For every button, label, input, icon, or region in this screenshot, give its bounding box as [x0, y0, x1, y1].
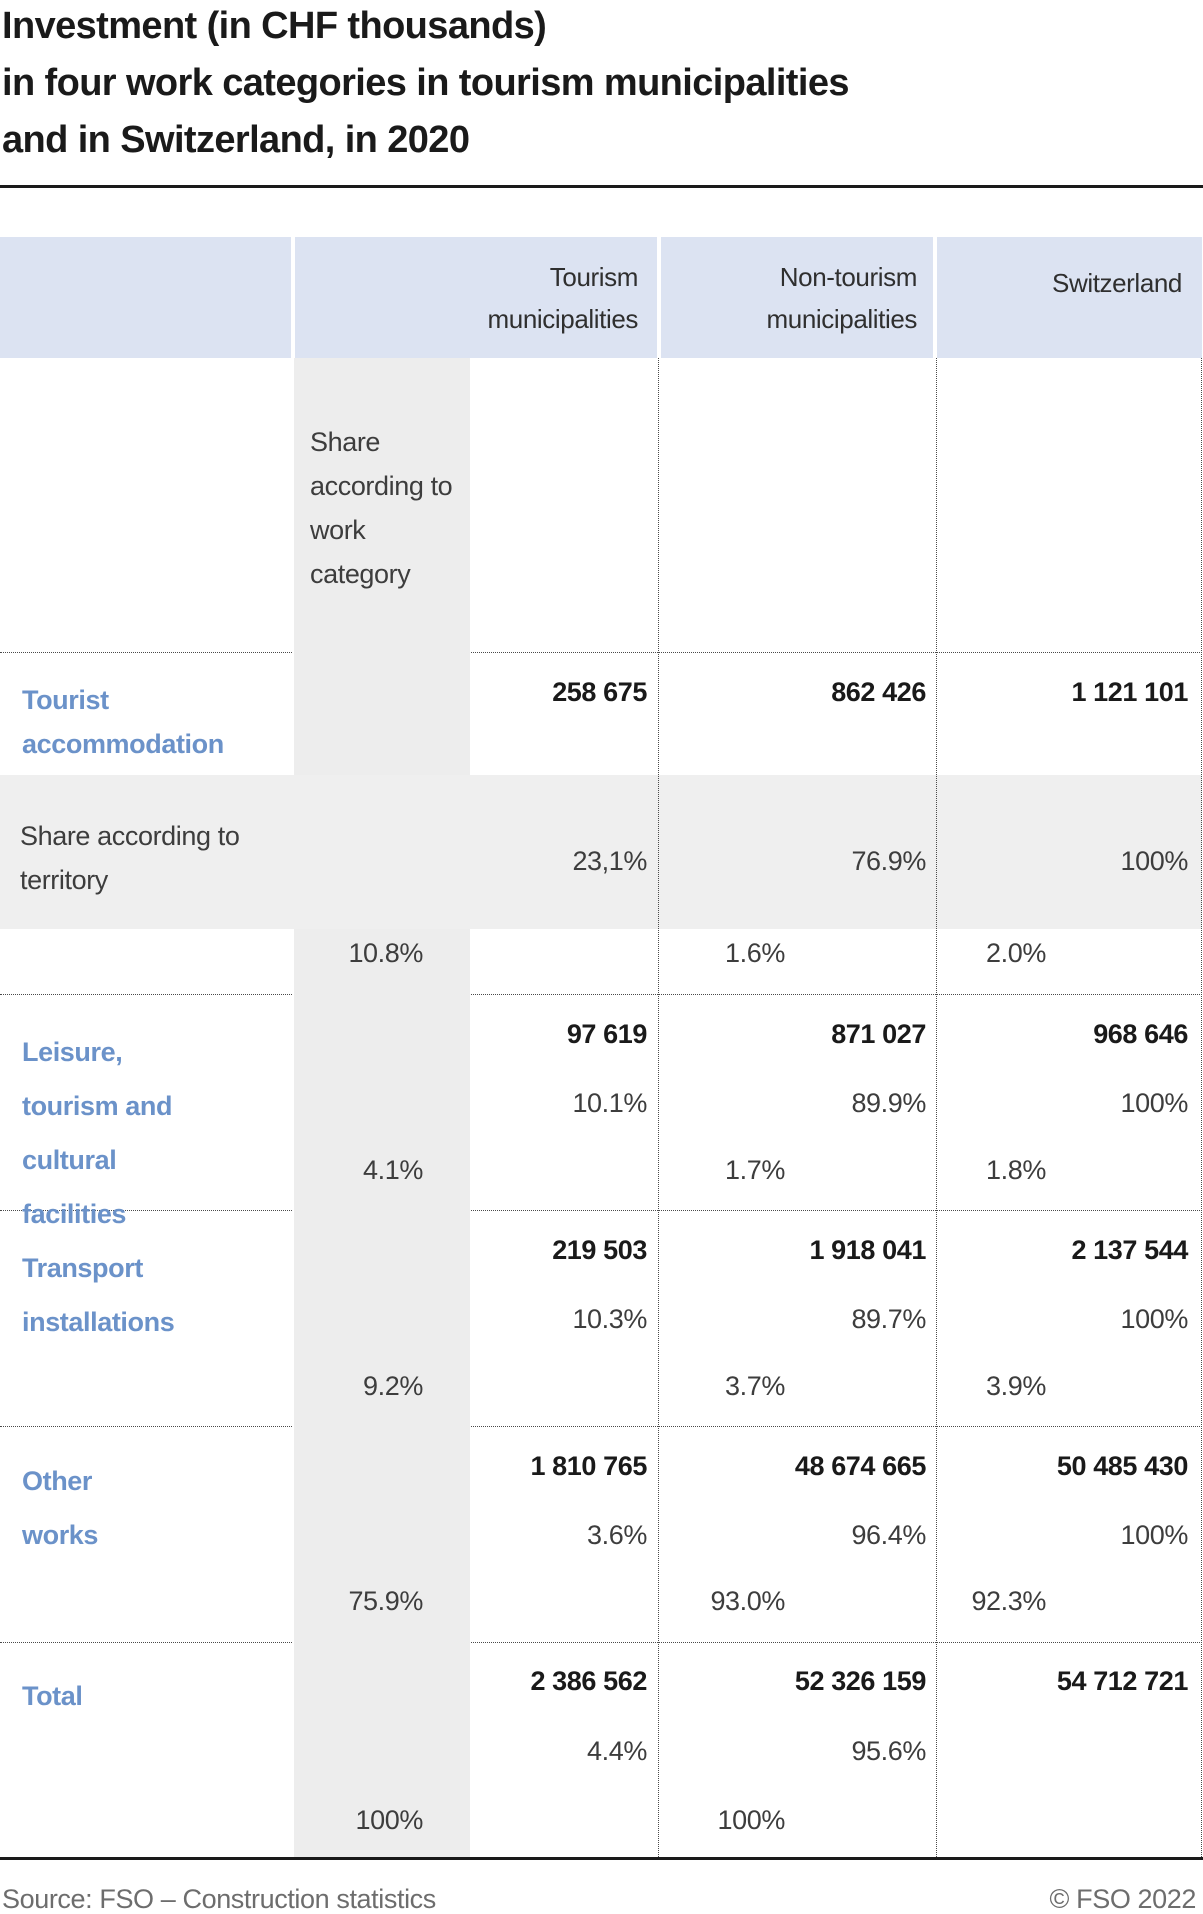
cell-tourist-accommodation-tourism-value: 258 675	[552, 677, 647, 707]
row-label-line: tourism and	[22, 1091, 173, 1121]
cell-total-non-tourism-value: 52 326 159	[794, 1666, 927, 1696]
table-bottom-rule	[0, 1857, 1203, 1860]
source-note: Source: FSO – Construction statistics	[2, 1884, 436, 1914]
cell-leisure-non-tourism-value: 871 027	[831, 1019, 926, 1049]
cell-other-works-non-tourism-workcat-share: 93.0%	[710, 1586, 785, 1616]
cell-transport-non-tourism-workcat-share: 3.7%	[725, 1371, 785, 1401]
column-header-tourism-municipalities: Tourism municipalities	[487, 262, 639, 334]
cell-other-works-tourism-workcat-share: 75.9%	[348, 1586, 423, 1616]
cell-other-works-tourism-value: 1 810 765	[530, 1451, 647, 1481]
row-label-line: facilities	[22, 1199, 127, 1229]
column-header-switzerland: Switzerland	[1052, 268, 1182, 298]
title-divider-rule	[0, 185, 1203, 188]
copyright-note: © FSO 2022	[1049, 1884, 1197, 1914]
cell-total-tourism-workcat-share: 100%	[355, 1805, 424, 1835]
cell-leisure-tourism-value: 97 619	[566, 1019, 648, 1049]
row-label-tourist-accommodation: Tourist accommodation	[22, 678, 224, 766]
row-separator-5-right	[471, 1642, 1202, 1643]
share-territory-row-background	[0, 775, 1202, 929]
cell-tourist-accommodation-non-tourism-value: 862 426	[831, 677, 926, 707]
row-label-line: Tourist	[22, 685, 109, 715]
row-label-line: works	[22, 1520, 99, 1550]
cell-transport-non-tourism-territory-share: 89.7%	[851, 1304, 926, 1334]
share-work-category-heading: Share according to work category	[310, 427, 453, 589]
cell-tourist-accommodation-non-tourism-territory-share: 76.9%	[851, 846, 926, 876]
row-separator-2-left	[0, 994, 292, 995]
row-label-leisure-tourism-cultural: Leisure, tourism and cultural facilities	[22, 1025, 173, 1241]
header-block-rowlabels	[0, 237, 291, 358]
cell-leisure-tourism-workcat-share: 4.1%	[363, 1155, 423, 1185]
row-label-line: installations	[22, 1307, 175, 1337]
row-separator-5-left	[0, 1642, 292, 1643]
cell-leisure-switzerland-workcat-share: 1.8%	[986, 1155, 1046, 1185]
header-block-tourism	[295, 237, 657, 358]
cell-transport-switzerland-value: 2 137 544	[1071, 1235, 1188, 1265]
row-separator-1-left	[0, 652, 292, 653]
cell-transport-tourism-workcat-share: 9.2%	[363, 1371, 423, 1401]
cell-other-works-switzerland-workcat-share: 92.3%	[971, 1586, 1046, 1616]
cell-leisure-non-tourism-workcat-share: 1.7%	[725, 1155, 785, 1185]
cell-tourist-accommodation-tourism-territory-share: 23,1%	[572, 846, 647, 876]
cell-tourist-accommodation-non-tourism-workcat-share: 1.6%	[725, 938, 785, 968]
cell-total-tourism-value: 2 386 562	[530, 1666, 647, 1696]
row-label-other-works: Other works	[22, 1454, 98, 1562]
cell-transport-switzerland-territory-share: 100%	[1120, 1304, 1189, 1334]
row-separator-4-right	[471, 1426, 1202, 1427]
row-separator-2-right	[471, 994, 1202, 995]
page-title-line-3: and in Switzerland, in 2020	[2, 119, 470, 161]
row-label-line: Total	[22, 1681, 83, 1711]
share-territory-heading: Share according to territory	[20, 821, 240, 895]
column-separator-right-edge	[1201, 358, 1202, 1857]
cell-other-works-tourism-territory-share: 3.6%	[587, 1520, 647, 1550]
row-separator-1-right	[471, 652, 1202, 653]
cell-tourist-accommodation-switzerland-workcat-share: 2.0%	[986, 938, 1046, 968]
row-separator-3-left	[0, 1210, 292, 1211]
cell-leisure-switzerland-value: 968 646	[1093, 1019, 1188, 1049]
row-label-line: cultural	[22, 1145, 117, 1175]
row-label-line: Other	[22, 1466, 93, 1496]
column-separator-2	[936, 358, 937, 1857]
cell-transport-tourism-territory-share: 10.3%	[572, 1304, 647, 1334]
page-title-line-1: Investment (in CHF thousands)	[2, 5, 547, 47]
cell-other-works-non-tourism-territory-share: 96.4%	[851, 1520, 926, 1550]
cell-other-works-switzerland-territory-share: 100%	[1120, 1520, 1189, 1550]
share-work-category-column-background	[294, 358, 470, 1857]
cell-transport-tourism-value: 219 503	[552, 1235, 647, 1265]
cell-tourist-accommodation-switzerland-territory-share: 100%	[1120, 846, 1189, 876]
row-separator-3-right	[471, 1210, 1202, 1211]
cell-leisure-switzerland-territory-share: 100%	[1120, 1088, 1189, 1118]
column-header-non-tourism-municipalities: Non-tourism municipalities	[766, 262, 918, 334]
header-block-non-tourism	[661, 237, 933, 358]
row-label-line: accommodation	[22, 729, 224, 759]
cell-total-switzerland-value: 54 712 721	[1056, 1666, 1189, 1696]
cell-leisure-tourism-territory-share: 10.1%	[572, 1088, 647, 1118]
column-separator-1	[658, 358, 659, 1857]
cell-total-non-tourism-workcat-share: 100%	[717, 1805, 786, 1835]
cell-transport-switzerland-workcat-share: 3.9%	[986, 1371, 1046, 1401]
page-title-line-2: in four work categories in tourism munic…	[2, 62, 849, 104]
row-label-transport-installations: Transport installations	[22, 1241, 175, 1349]
cell-transport-non-tourism-value: 1 918 041	[809, 1235, 926, 1265]
row-label-line: Leisure,	[22, 1037, 123, 1067]
cell-total-tourism-territory-share: 4.4%	[587, 1736, 647, 1766]
row-label-total: Total	[22, 1669, 83, 1723]
cell-other-works-non-tourism-value: 48 674 665	[794, 1451, 927, 1481]
row-separator-4-left	[0, 1426, 292, 1427]
header-block-switzerland	[937, 237, 1202, 358]
cell-leisure-non-tourism-territory-share: 89.9%	[851, 1088, 926, 1118]
cell-tourist-accommodation-tourism-workcat-share: 10.8%	[348, 938, 423, 968]
cell-other-works-switzerland-value: 50 485 430	[1056, 1451, 1189, 1481]
cell-total-non-tourism-territory-share: 95.6%	[851, 1736, 926, 1766]
row-label-line: Transport	[22, 1253, 143, 1283]
cell-tourist-accommodation-switzerland-value: 1 121 101	[1071, 677, 1188, 707]
